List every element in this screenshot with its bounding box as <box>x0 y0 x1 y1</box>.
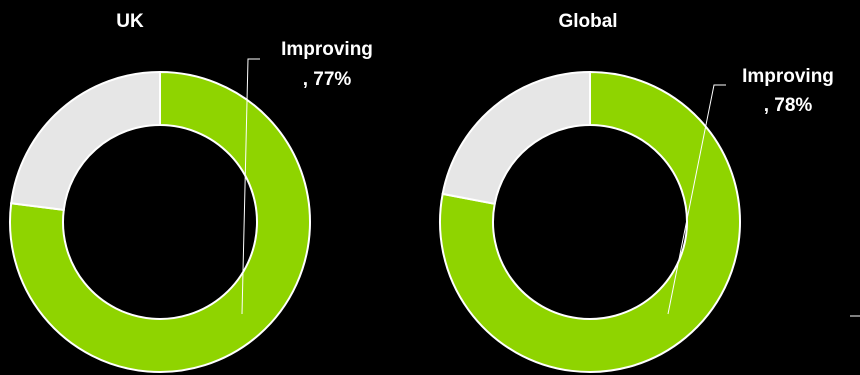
donut-slice-remainder-0 <box>10 70 161 211</box>
chart-panel-uk: UK Improving , 77% <box>9 11 373 373</box>
donut-uk <box>9 70 311 373</box>
data-label-uk-value: , 77% <box>303 69 352 90</box>
donut-slice-improving-0 <box>9 70 311 373</box>
leader-line-global <box>667 84 726 315</box>
data-label-global-value: , 78% <box>764 95 813 116</box>
data-label-global-name: Improving <box>742 66 834 87</box>
chart-title-uk: UK <box>116 11 144 32</box>
donut-global <box>439 70 741 373</box>
donut-slice-remainder-1 <box>441 70 591 205</box>
leader-line-uk <box>241 58 260 315</box>
chart-title-global: Global <box>558 11 617 32</box>
donut-slice-improving-1 <box>439 70 741 373</box>
chart-panel-global: Global Improving , 78% <box>439 11 834 373</box>
data-label-uk-name: Improving <box>281 39 373 60</box>
